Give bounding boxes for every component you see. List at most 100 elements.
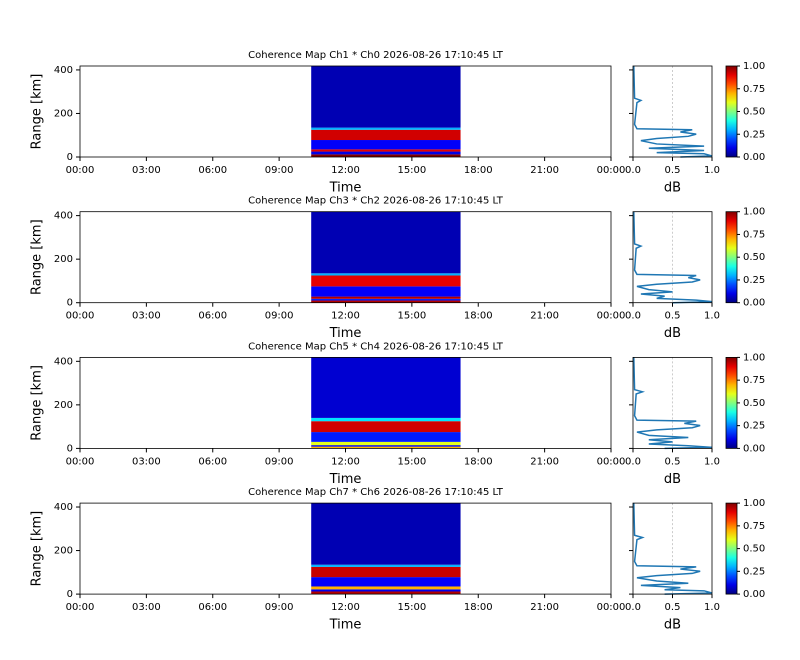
heatmap-cell [311,151,461,155]
heatmap-cell [311,564,461,567]
y-tick-label: 200 [54,546,73,557]
x-tick-label: 18:00 [464,602,493,613]
colorbar-tick-label: 0.50 [743,544,765,555]
heatmap-cell [311,446,461,449]
heatmap-cell [311,417,461,422]
heatmap-cell [311,503,461,565]
colorbar [725,65,738,158]
colorbar [725,502,738,595]
colorbar-tick-label: 0.00 [743,443,765,454]
heatmap-cell [311,441,461,446]
colorbar-tick-label: 1.00 [743,352,765,363]
colorbar-tick-label: 0.25 [743,566,765,577]
x-tick-label: 00:00 [66,602,95,613]
heatmap-cell [311,421,461,433]
y-tick-label: 400 [54,356,73,367]
x-tick-label: 15:00 [397,165,426,176]
x-tick-label: 15:00 [397,602,426,613]
heatmap-cell [311,140,461,150]
profile-x-tick-label: 0.0 [625,311,641,322]
colorbar-tick-label: 0.00 [743,152,765,163]
y-axis-label: Range [km] [30,74,45,150]
x-tick-label: 09:00 [265,456,294,467]
y-tick-label: 0 [67,443,73,454]
y-tick-label: 200 [54,400,73,411]
profile-x-tick-label: 0.0 [625,456,641,467]
x-axis-label: Time [329,618,362,633]
y-tick-label: 0 [67,589,73,600]
colorbar-tick-label: 0.00 [743,589,765,600]
heatmap-cell [311,586,461,590]
colorbar-tick-label: 0.75 [743,521,765,532]
x-tick-label: 00:00 [597,456,626,467]
x-tick-label: 00:00 [597,165,626,176]
heatmap-cell [311,298,461,301]
heatmap-cell [311,589,461,592]
x-tick-label: 03:00 [132,602,161,613]
heatmap-cell [311,432,461,442]
colorbar-tick-label: 0.00 [743,298,765,309]
profile-x-tick-label: 1.0 [704,165,720,176]
x-axis-label: Time [329,472,362,487]
x-tick-label: 18:00 [464,165,493,176]
x-tick-label: 06:00 [198,311,227,322]
x-tick-label: 21:00 [530,602,559,613]
heatmap-cell [311,211,461,274]
y-axis-label: Range [km] [30,511,45,587]
x-tick-label: 12:00 [331,311,360,322]
colorbar-tick-label: 0.75 [743,84,765,95]
colorbar-tick-label: 1.00 [743,61,765,72]
panel-title: Coherence Map Ch5 * Ch4 2026-08-26 17:10… [248,341,504,352]
x-tick-label: 03:00 [132,165,161,176]
heatmap-cell [311,445,461,447]
x-tick-label: 00:00 [597,311,626,322]
y-tick-label: 0 [67,152,73,163]
profile-x-tick-label: 0.0 [625,165,641,176]
profile-x-label: dB [664,181,681,196]
y-tick-label: 0 [67,298,73,309]
x-tick-label: 18:00 [464,311,493,322]
panel-title: Coherence Map Ch3 * Ch2 2026-08-26 17:10… [248,196,504,207]
profile-line [633,357,713,450]
x-tick-label: 09:00 [265,165,294,176]
heatmap-cell [311,300,461,303]
x-tick-label: 15:00 [397,456,426,467]
profile-line [633,65,713,158]
y-tick-label: 400 [54,65,73,76]
x-tick-label: 18:00 [464,456,493,467]
y-tick-label: 200 [54,108,73,119]
y-axis-label: Range [km] [30,219,45,295]
profile-line [633,211,713,304]
profile-x-tick-label: 1.0 [704,456,720,467]
x-tick-label: 00:00 [66,311,95,322]
colorbar-tick-label: 0.50 [743,252,765,263]
heatmap-cell [311,357,461,418]
y-tick-label: 400 [54,502,73,513]
panel-title: Coherence Map Ch1 * Ch0 2026-08-26 17:10… [248,50,504,61]
y-tick-label: 200 [54,254,73,265]
x-tick-label: 15:00 [397,311,426,322]
profile-x-tick-label: 0.5 [665,165,681,176]
heatmap-cell [311,154,461,157]
heatmap-cell [311,149,461,152]
panel-title: Coherence Map Ch7 * Ch6 2026-08-26 17:10… [248,487,504,498]
colorbar [725,356,738,449]
colorbar [725,211,738,304]
heatmap-cell [311,286,461,297]
heatmap-cell [311,296,461,299]
colorbar-tick-label: 1.00 [743,207,765,218]
heatmap-cell [311,566,461,578]
heatmap-cell [311,577,461,587]
colorbar-tick-label: 0.25 [743,275,765,286]
heatmap-cell [311,66,461,128]
profile-x-tick-label: 0.5 [665,456,681,467]
colorbar-tick-label: 1.00 [743,498,765,509]
x-tick-label: 00:00 [66,165,95,176]
y-tick-label: 400 [54,211,73,222]
colorbar-tick-label: 0.75 [743,375,765,386]
heatmap-cell [311,127,461,130]
x-tick-label: 00:00 [66,456,95,467]
colorbar-tick-label: 0.25 [743,421,765,432]
profile-x-tick-label: 0.0 [625,602,641,613]
x-tick-label: 00:00 [597,602,626,613]
